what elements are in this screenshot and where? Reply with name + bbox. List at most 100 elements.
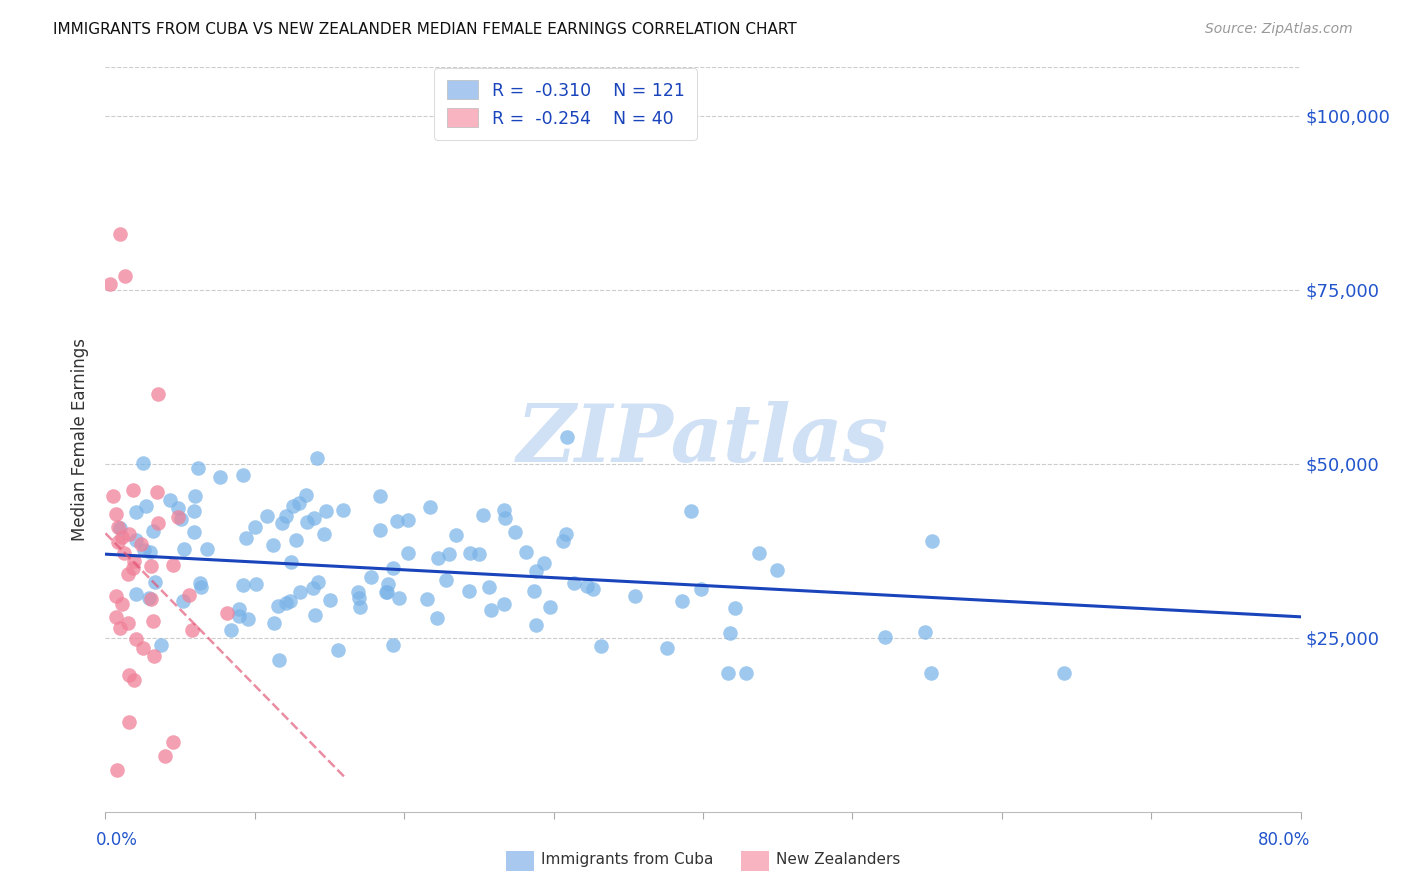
Text: IMMIGRANTS FROM CUBA VS NEW ZEALANDER MEDIAN FEMALE EARNINGS CORRELATION CHART: IMMIGRANTS FROM CUBA VS NEW ZEALANDER ME… [53, 22, 797, 37]
Point [103, 489, 125, 503]
Point [315, 504, 337, 518]
Point [125, 586, 148, 600]
Point [524, 564, 547, 578]
Point [347, 591, 370, 605]
Point [444, 527, 467, 541]
Point [914, 625, 936, 640]
Point [139, 545, 162, 559]
Point [671, 594, 693, 608]
Point [655, 640, 678, 655]
Point [256, 508, 278, 523]
Point [377, 576, 399, 591]
Point [162, 735, 184, 749]
Point [141, 591, 163, 606]
Point [125, 506, 148, 520]
Point [107, 520, 129, 534]
Legend: R =  -0.310    N = 121, R =  -0.254    N = 40: R = -0.310 N = 121, R = -0.254 N = 40 [434, 68, 697, 140]
Point [283, 499, 305, 513]
Point [284, 533, 307, 548]
Point [472, 508, 495, 523]
Point [276, 509, 298, 524]
Point [141, 558, 163, 573]
Point [301, 581, 323, 595]
Y-axis label: Median Female Earnings: Median Female Earnings [72, 338, 90, 541]
Point [533, 557, 555, 571]
Point [155, 749, 177, 764]
Point [150, 639, 173, 653]
Point [427, 551, 450, 566]
Point [228, 602, 250, 616]
Point [1053, 665, 1076, 680]
Point [118, 668, 141, 682]
Point [135, 499, 157, 513]
Point [209, 470, 232, 484]
Point [146, 516, 169, 531]
Point [419, 500, 441, 514]
Point [274, 597, 297, 611]
Point [396, 546, 419, 560]
Point [307, 574, 329, 589]
Point [105, 610, 128, 624]
Point [468, 547, 491, 561]
Point [105, 589, 128, 603]
Point [458, 546, 481, 560]
Point [375, 584, 398, 599]
Point [873, 630, 896, 644]
Point [921, 534, 943, 549]
Point [494, 503, 516, 517]
Point [129, 537, 152, 551]
Point [122, 554, 145, 568]
Point [434, 574, 457, 588]
Point [748, 545, 770, 559]
Point [295, 516, 318, 530]
Point [328, 643, 350, 657]
Point [368, 523, 391, 537]
Point [166, 509, 188, 524]
Point [538, 600, 561, 615]
Point [173, 541, 195, 556]
Point [295, 488, 318, 502]
Point [382, 561, 405, 575]
Point [110, 521, 132, 535]
Point [437, 547, 460, 561]
Point [555, 527, 578, 541]
Point [267, 599, 290, 614]
Point [690, 582, 713, 596]
Point [98, 277, 121, 291]
Point [304, 511, 326, 525]
Point [287, 496, 309, 510]
Point [134, 543, 156, 558]
Point [494, 511, 516, 525]
Point [117, 567, 139, 582]
Text: ZIPatlas: ZIPatlas [517, 401, 889, 478]
Point [349, 600, 371, 615]
Point [562, 576, 585, 591]
Point [124, 673, 146, 688]
Point [278, 593, 301, 607]
Point [457, 583, 479, 598]
Point [181, 623, 204, 637]
Text: Source: ZipAtlas.com: Source: ZipAtlas.com [1205, 22, 1353, 37]
Point [188, 576, 211, 591]
Point [121, 483, 143, 498]
Point [576, 578, 599, 592]
Point [319, 593, 342, 607]
Point [217, 606, 239, 620]
Point [112, 546, 135, 560]
Point [243, 519, 266, 533]
Point [118, 527, 141, 541]
Point [142, 524, 165, 538]
Point [167, 501, 190, 516]
Point [235, 531, 257, 545]
Point [591, 639, 613, 653]
Point [494, 597, 516, 611]
Point [107, 535, 129, 549]
Point [557, 430, 579, 444]
Point [479, 603, 502, 617]
Point [478, 580, 501, 594]
Point [177, 588, 200, 602]
Point [385, 514, 408, 528]
Point [765, 563, 787, 577]
Point [132, 640, 155, 655]
Point [114, 268, 136, 283]
